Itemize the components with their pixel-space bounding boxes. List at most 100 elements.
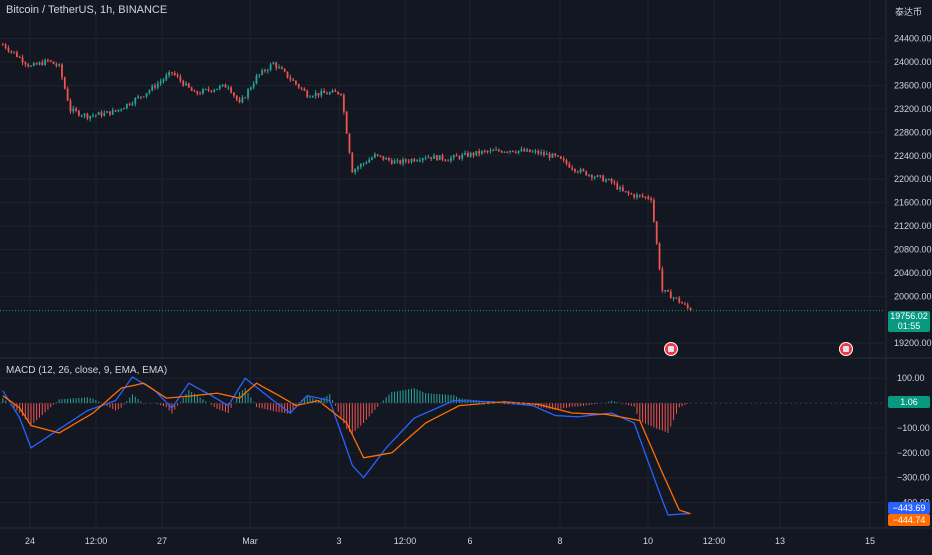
candle-body: [537, 151, 540, 154]
candle-body: [286, 71, 289, 78]
candle-body: [21, 57, 24, 63]
candle-body: [78, 110, 80, 116]
candle-body: [106, 111, 109, 113]
candle-body: [610, 178, 613, 183]
candle-body: [421, 158, 424, 161]
candle-body: [630, 193, 633, 195]
candle-body: [218, 85, 221, 89]
candle-body: [452, 155, 455, 158]
candle-body: [221, 84, 224, 86]
candle-body: [624, 191, 627, 193]
candle-body: [309, 96, 311, 98]
candle-body: [52, 61, 55, 65]
candle-body: [227, 87, 230, 89]
candle-body: [10, 51, 13, 53]
candle-body: [264, 70, 266, 72]
candle-body: [145, 93, 148, 97]
candle-body: [80, 115, 83, 117]
candle-body: [345, 111, 348, 134]
candle-body: [650, 198, 652, 201]
time-tick-label: 10: [643, 536, 653, 546]
candle-body: [125, 103, 128, 109]
candle-body: [213, 89, 216, 92]
candle-body: [557, 155, 559, 157]
candle-body: [559, 156, 562, 159]
candle-body: [207, 89, 210, 91]
candle-body: [30, 65, 32, 67]
candle-body: [390, 160, 393, 164]
candle-body: [495, 149, 497, 151]
candle-body: [165, 75, 168, 80]
candle-body: [114, 110, 117, 112]
candle-body: [382, 156, 385, 160]
last-price-tag: 19756.02 01:55: [888, 311, 930, 332]
event-flag-icon[interactable]: [664, 342, 678, 356]
candle-body: [359, 164, 362, 167]
candle-body: [486, 150, 489, 152]
candle-body: [466, 153, 469, 157]
candle-body: [311, 96, 314, 98]
candle-body: [295, 80, 297, 85]
candle-body: [190, 87, 193, 91]
candle-body: [151, 85, 154, 91]
candle-body: [289, 77, 292, 80]
candle-body: [92, 115, 94, 117]
candle-body: [520, 149, 523, 151]
candle-body: [280, 67, 283, 70]
candle-body: [331, 90, 334, 93]
price-tick-label: 23600.00: [894, 81, 932, 91]
candle-body: [27, 64, 30, 67]
candle-body: [393, 160, 396, 164]
candle-body: [58, 64, 61, 66]
candle-body: [123, 108, 125, 110]
candle-body: [111, 110, 114, 115]
candle-body: [176, 74, 179, 77]
candle-body: [379, 155, 382, 157]
candle-body: [47, 59, 49, 61]
candle-body: [368, 159, 371, 163]
candle-body: [526, 149, 528, 152]
candle-body: [435, 155, 438, 161]
candle-body: [49, 60, 52, 62]
price-tick-label: 22000.00: [894, 174, 932, 184]
candle-body: [574, 168, 576, 172]
symbol-title[interactable]: Bitcoin / TetherUS, 1h, BINANCE: [6, 4, 168, 16]
candle-body: [506, 151, 509, 153]
macd-title[interactable]: MACD (12, 26, close, 9, EMA, EMA): [6, 365, 168, 376]
time-tick-label: 13: [775, 536, 785, 546]
candle-body: [4, 44, 7, 49]
candle-body: [168, 72, 171, 76]
macd-tick-label: −200.00: [897, 448, 930, 458]
candle-body: [565, 160, 568, 164]
candle-body: [252, 83, 255, 88]
candle-body: [599, 175, 602, 177]
candle-body: [182, 80, 185, 86]
candle-body: [185, 83, 187, 86]
candle-body: [661, 269, 664, 291]
candle-body: [269, 64, 272, 70]
candle-body: [351, 152, 354, 173]
candle-body: [249, 87, 252, 90]
candle-body: [464, 153, 466, 155]
candle-body: [644, 196, 647, 198]
candle-body: [585, 170, 588, 176]
candle-body: [283, 69, 286, 72]
candle-body: [159, 81, 162, 84]
candle-body: [41, 62, 44, 66]
candle-body: [173, 72, 176, 75]
candle-body: [75, 108, 77, 111]
candle-body: [404, 159, 407, 162]
candle-body: [230, 87, 233, 93]
candle-body: [314, 92, 317, 97]
price-tick-label: 20400.00: [894, 268, 932, 278]
candle-body: [244, 97, 247, 99]
time-tick-label: 3: [336, 536, 341, 546]
candle-body: [292, 79, 295, 81]
candle-body: [497, 149, 500, 152]
candle-body: [334, 90, 337, 92]
candle-body: [13, 51, 15, 53]
candle-body: [647, 196, 650, 199]
event-flag-icon[interactable]: [839, 342, 853, 356]
